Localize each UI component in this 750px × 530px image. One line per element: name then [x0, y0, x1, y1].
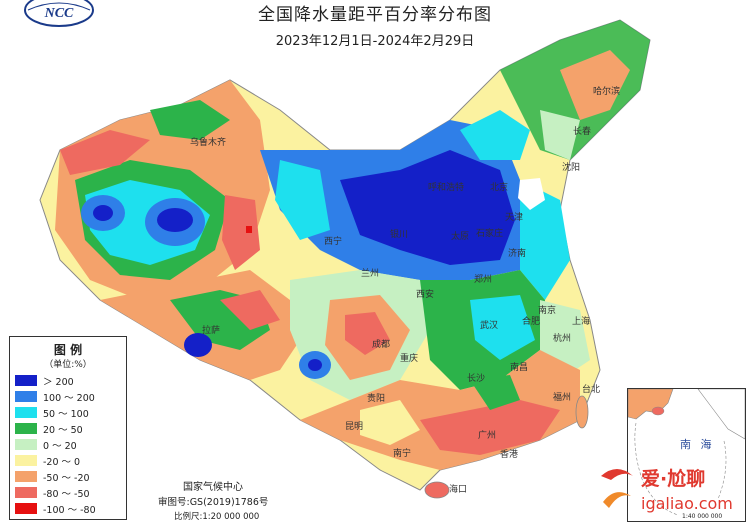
city-label: 济南 [508, 249, 527, 259]
inset-label: 南 海 [680, 438, 715, 451]
legend-swatch [15, 407, 37, 418]
city-label: 重庆 [400, 354, 419, 364]
city-label: 成都 [372, 340, 391, 350]
map-subtitle: 2023年12月1日-2024年2月29日 [275, 34, 475, 49]
legend-item: -50 ～ -20 [15, 470, 123, 484]
city-label: 上海 [572, 317, 591, 327]
city-label: 天津 [505, 213, 524, 223]
logo-text: NCC [44, 6, 74, 21]
city-label: 兰州 [361, 269, 380, 279]
watermark-logo [601, 469, 633, 508]
city-label: 太原 [451, 232, 470, 242]
legend-label: 20 ～ 50 [43, 425, 83, 436]
city-label: 贵阳 [367, 394, 386, 404]
city-label: 海口 [449, 485, 468, 495]
ncc-logo: NCC [24, 0, 94, 27]
legend-swatch [15, 391, 37, 402]
legend-item: ＞ 200 [15, 374, 123, 388]
city-label: 呼和浩特 [428, 183, 465, 193]
city-label: 长沙 [467, 374, 486, 384]
legend-label: 0 ～ 20 [43, 441, 77, 452]
agency-credit: 国家气候中心 [183, 482, 243, 493]
watermark-line1: 爱·尬聊 [641, 468, 706, 490]
map-legend: 图 例 （单位:%） ＞ 200 100 ～ 200 50 ～ 100 20 ～… [9, 336, 127, 520]
city-label: 银川 [390, 230, 409, 240]
legend-swatch [15, 471, 37, 482]
watermark-line2: igaliao.com [641, 494, 733, 513]
legend-item: -100 ～ -80 [15, 502, 123, 516]
inset-scale: 1:40 000 000 [682, 513, 723, 520]
legend-swatch [15, 439, 37, 450]
map-title: 全国降水量距平百分率分布图 [258, 5, 492, 25]
legend-item: 100 ～ 200 [15, 390, 123, 404]
city-label: 石家庄 [476, 229, 504, 239]
city-label: 广州 [478, 431, 497, 441]
legend-swatch [15, 423, 37, 434]
review-number: 审图号:GS(2019)1786号 [158, 497, 269, 508]
legend-unit: （单位:%） [44, 360, 92, 370]
legend-swatch [15, 375, 37, 386]
site-watermark: 爱·尬聊 igaliao.com [597, 462, 747, 522]
legend-label: -50 ～ -20 [43, 473, 90, 484]
legend-label: ＞ 200 [43, 377, 74, 388]
legend-item: 50 ～ 100 [15, 406, 123, 420]
legend-swatch [15, 487, 37, 498]
legend-item: -20 ～ 0 [15, 454, 123, 468]
city-label: 沈阳 [562, 163, 581, 173]
map-scale: 比例尺:1:20 000 000 [174, 512, 260, 522]
legend-title: 图 例 [53, 343, 83, 357]
city-label: 杭州 [553, 334, 572, 344]
legend-label: -20 ～ 0 [43, 457, 81, 468]
city-label: 福州 [553, 393, 572, 403]
south-china-sea-inset: 南 海 1:40 000 000 [627, 388, 746, 522]
legend-swatch [15, 455, 37, 466]
legend-item: 20 ～ 50 [15, 422, 123, 436]
legend-label: 50 ～ 100 [43, 409, 89, 420]
city-label: 武汉 [480, 321, 499, 331]
city-label: 哈尔滨 [593, 87, 621, 97]
legend-swatch [15, 503, 37, 514]
city-label: 拉萨 [202, 326, 221, 336]
city-label: 北京 [490, 183, 509, 193]
city-label: 乌鲁木齐 [190, 138, 227, 148]
legend-item: -80 ～ -50 [15, 486, 123, 500]
legend-item: 0 ～ 20 [15, 438, 123, 452]
city-label: 台北 [582, 385, 601, 395]
legend-label: -80 ～ -50 [43, 489, 90, 500]
legend-label: -100 ～ -80 [43, 505, 96, 516]
legend-label: 100 ～ 200 [43, 393, 95, 404]
city-label: 合肥 [522, 317, 541, 327]
city-label: 昆明 [345, 422, 364, 432]
city-label: 南宁 [393, 449, 412, 459]
city-label: 南昌 [510, 363, 529, 373]
city-label: 长春 [573, 127, 592, 137]
city-label: 香港 [500, 450, 519, 460]
city-label: 郑州 [474, 275, 493, 285]
city-label: 西宁 [324, 237, 343, 247]
inset-map [627, 388, 746, 516]
city-label: 南京 [538, 306, 557, 316]
city-label: 西安 [416, 290, 435, 300]
